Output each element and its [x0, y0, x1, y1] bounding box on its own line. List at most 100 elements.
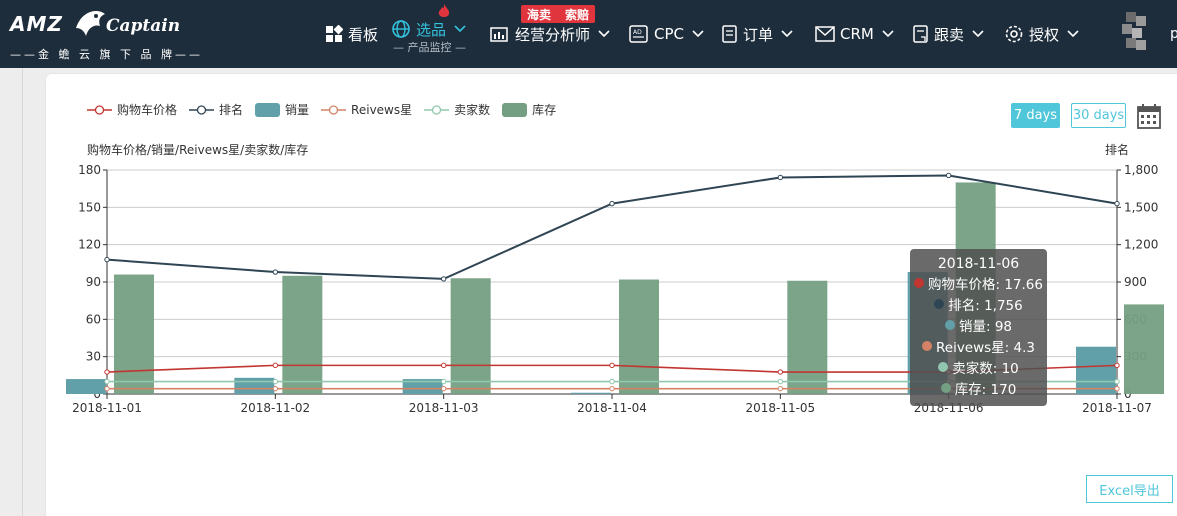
- nav-follow-sell[interactable]: 跟卖: [913, 22, 984, 46]
- y-right-tick-label: 1,500: [1124, 200, 1158, 214]
- nav-label-dashboard: 看板: [348, 25, 379, 44]
- chevron-down-icon: [1067, 30, 1079, 38]
- fish-logo-icon: [76, 10, 105, 36]
- legend-bar-marker: [502, 102, 528, 117]
- y-left-tick-label: 90: [86, 275, 101, 289]
- legend-item-sales[interactable]: 销量: [255, 101, 309, 118]
- thirty-days-button[interactable]: 30 days: [1071, 103, 1126, 128]
- chevron-down-icon: [781, 30, 793, 38]
- content-divider: [22, 68, 23, 516]
- tooltip-row-sales: 销量: 98: [910, 314, 1047, 335]
- bar-stock: [619, 279, 659, 394]
- legend-label-rank: 排名: [219, 103, 244, 117]
- chevron-down-icon: [598, 30, 610, 38]
- x-tick-label: 2018-11-04: [577, 401, 647, 415]
- nav-cpc[interactable]: AD CPC: [629, 22, 704, 46]
- bar-sales: [402, 379, 443, 394]
- nav-authorization[interactable]: 授权: [1004, 22, 1079, 46]
- nav-orders[interactable]: 订单: [722, 22, 793, 46]
- x-tick-label: 2018-11-01: [72, 401, 142, 415]
- chevron-down-icon: [882, 30, 894, 38]
- point-line-price: [777, 369, 784, 375]
- badge-label-resell: 海卖: [527, 7, 552, 22]
- chart-legend: 购物车价格 排名 销量 Reivews星 卖家数 库存: [87, 101, 568, 118]
- calendar-icon[interactable]: [1137, 103, 1161, 129]
- legend-label-sellers: 卖家数: [454, 103, 491, 117]
- legend-label-stock: 库存: [532, 103, 557, 117]
- bar-sales: [66, 379, 106, 394]
- point-line-sellers: [777, 378, 784, 385]
- svg-text:AD: AD: [633, 29, 642, 36]
- point-line-sellers: [272, 378, 279, 385]
- bar-sales: [571, 392, 611, 394]
- nav-label-orders: 订单: [743, 25, 774, 44]
- legend-label-sales: 销量: [285, 103, 310, 117]
- tooltip-row-rank: 排名: 1,756: [910, 293, 1047, 314]
- tooltip-text-stock: 库存: 170: [954, 381, 1017, 398]
- follow-sell-icon: [913, 25, 928, 43]
- y-left-tick-label: 150: [78, 200, 101, 214]
- legend-line-marker: [424, 104, 450, 115]
- bar-sales: [1076, 346, 1116, 394]
- nav-business-analyst[interactable]: 经营分析师: [490, 22, 610, 46]
- nav-sublabel-product-monitor[interactable]: — 产品监控 —: [393, 41, 466, 54]
- tooltip-dot: [921, 340, 932, 351]
- nav-dashboard[interactable]: 看板: [325, 22, 378, 46]
- tooltip-row-stock: 库存: 170: [910, 377, 1047, 398]
- point-line-reviews: [440, 385, 447, 392]
- legend-line-marker: [87, 104, 112, 115]
- bar-stock: [450, 278, 491, 394]
- right-axis-title: 排名: [1105, 143, 1130, 157]
- brand-name: AMZ: [10, 12, 63, 36]
- tooltip-row-price: 购物车价格: 17.66: [910, 272, 1047, 293]
- tooltip-title: 2018-11-06: [937, 256, 1020, 272]
- tooltip-row-sellers: 卖家数: 10: [910, 356, 1047, 377]
- legend-item-stock[interactable]: 库存: [502, 101, 556, 118]
- analysis-icon: [490, 27, 508, 42]
- bar-sales: [234, 377, 275, 394]
- nav-label-authorization: 授权: [1029, 25, 1060, 44]
- point-line-sellers: [104, 378, 110, 385]
- nav-label-business-analyst: 经营分析师: [515, 25, 591, 44]
- point-line-reviews: [777, 385, 784, 392]
- nav-label-product-selection: 选品: [416, 20, 447, 39]
- point-line-rank: [609, 200, 615, 207]
- promo-badge[interactable]: 海卖 索赔: [521, 5, 596, 23]
- point-line-reviews: [1114, 385, 1120, 392]
- document-icon: [722, 25, 737, 43]
- point-line-rank: [440, 276, 447, 282]
- avatar[interactable]: [1118, 12, 1158, 56]
- y-left-tick-label: 120: [78, 238, 101, 252]
- bar-stock: [114, 274, 154, 394]
- seven-days-button[interactable]: 7 days: [1011, 103, 1060, 128]
- point-line-price: [440, 362, 447, 369]
- brand-tagline: ——金 蟾 云 旗 下 品 牌——: [10, 48, 203, 61]
- tooltip-dot: [914, 277, 924, 288]
- brand-logo[interactable]: AMZ Captain ——金 蟾 云 旗 下 品 牌——: [10, 6, 200, 64]
- tooltip-dot: [944, 319, 955, 330]
- x-tick-label: 2018-11-07: [1082, 401, 1152, 415]
- legend-item-rank[interactable]: 排名: [189, 101, 243, 118]
- nav-crm[interactable]: CRM: [815, 22, 894, 46]
- legend-label-reviews: Reivews星: [351, 103, 413, 117]
- point-line-price: [1114, 362, 1120, 369]
- bar-stock: [787, 280, 828, 394]
- x-tick-label: 2018-11-03: [409, 401, 479, 415]
- nav-product-selection[interactable]: 选品: [391, 17, 466, 41]
- y-right-tick-label: 900: [1124, 275, 1147, 289]
- brand-name-captain: Captain: [106, 16, 181, 36]
- legend-item-reviews[interactable]: Reivews星: [321, 101, 412, 118]
- globe-icon: [392, 20, 410, 38]
- tooltip-dot: [940, 382, 951, 393]
- legend-item-sellers[interactable]: 卖家数: [424, 101, 490, 118]
- point-line-rank: [777, 174, 784, 181]
- point-line-reviews: [609, 385, 615, 392]
- tooltip-dot: [934, 298, 945, 309]
- legend-label-price: 购物车价格: [117, 103, 178, 117]
- legend-item-price[interactable]: 购物车价格: [87, 101, 177, 118]
- point-line-rank: [945, 172, 952, 179]
- excel-export-button[interactable]: Excel导出: [1086, 475, 1173, 503]
- point-line-sellers: [609, 378, 615, 385]
- tooltip-text-sellers: 卖家数: 10: [952, 360, 1019, 377]
- point-line-reviews: [104, 385, 110, 392]
